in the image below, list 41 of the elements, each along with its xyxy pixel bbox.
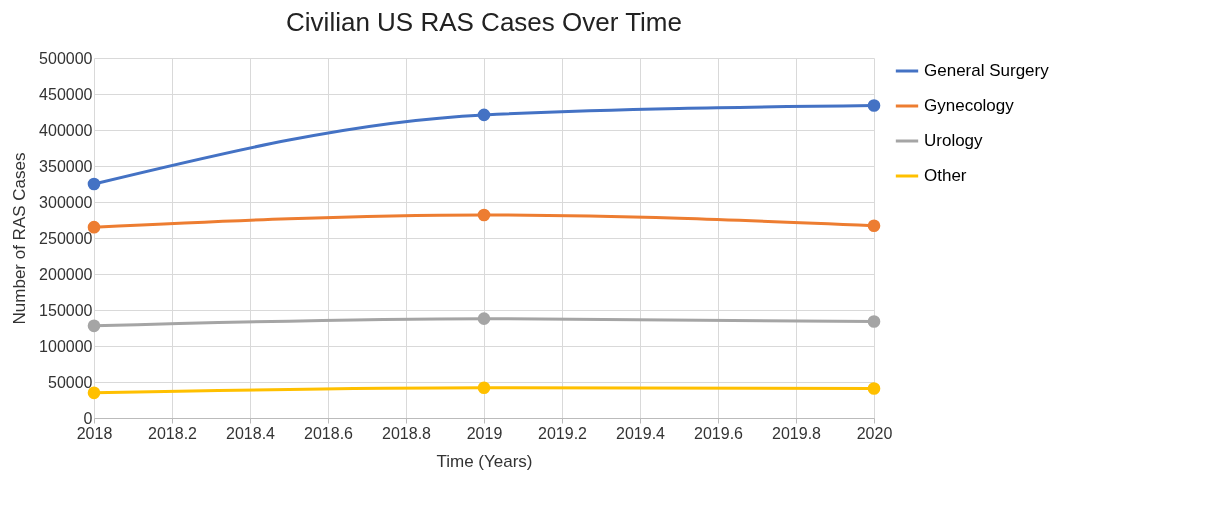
- y-tick-label: 150000: [39, 301, 93, 319]
- x-tick-label: 2019: [466, 424, 503, 442]
- point: [87, 386, 101, 400]
- x-tick-label: 2018.4: [226, 424, 276, 442]
- point: [867, 219, 881, 233]
- y-tick-label: 250000: [39, 229, 93, 247]
- point: [477, 208, 491, 222]
- legend-label: Gynecology: [924, 96, 1015, 115]
- y-tick-label: 50000: [48, 373, 93, 391]
- point: [477, 381, 491, 395]
- x-tick-label: 2018.6: [304, 424, 354, 442]
- point: [867, 315, 881, 328]
- y-tick-label: 350000: [39, 157, 93, 175]
- point: [87, 220, 101, 234]
- y-tick-label: 100000: [39, 337, 93, 355]
- chart-title: Civilian US RAS Cases Over Time: [286, 7, 682, 37]
- x-tick-label: 2020: [856, 424, 893, 442]
- y-tick-label: 400000: [39, 121, 93, 139]
- x-tick-label: 2018: [76, 424, 113, 442]
- legend-label: Other: [924, 166, 967, 185]
- y-tick-label: 200000: [39, 265, 93, 283]
- y-axis-title: Number of RAS Cases: [10, 152, 30, 325]
- x-tick-label: 2019.4: [616, 424, 666, 442]
- legend-label: Urology: [924, 131, 984, 150]
- x-tick-label: 2018.8: [382, 424, 432, 442]
- x-axis-title: Time (Years): [436, 451, 533, 471]
- y-tick-label: 0: [83, 409, 93, 427]
- x-tick-label: 2019.2: [538, 424, 588, 442]
- point: [87, 319, 101, 333]
- y-tick-label: 450000: [39, 85, 93, 103]
- point: [867, 382, 881, 395]
- x-tick-label: 2019.8: [772, 424, 822, 442]
- point: [867, 99, 881, 112]
- point: [87, 177, 101, 191]
- y-tick-label: 300000: [39, 193, 93, 211]
- point: [477, 312, 491, 325]
- y-tick-label: 500000: [39, 49, 93, 67]
- x-tick-label: 2019.6: [694, 424, 744, 442]
- legend-label: General Surgery: [924, 61, 1050, 80]
- point: [477, 108, 491, 122]
- x-tick-label: 2018.2: [148, 424, 198, 442]
